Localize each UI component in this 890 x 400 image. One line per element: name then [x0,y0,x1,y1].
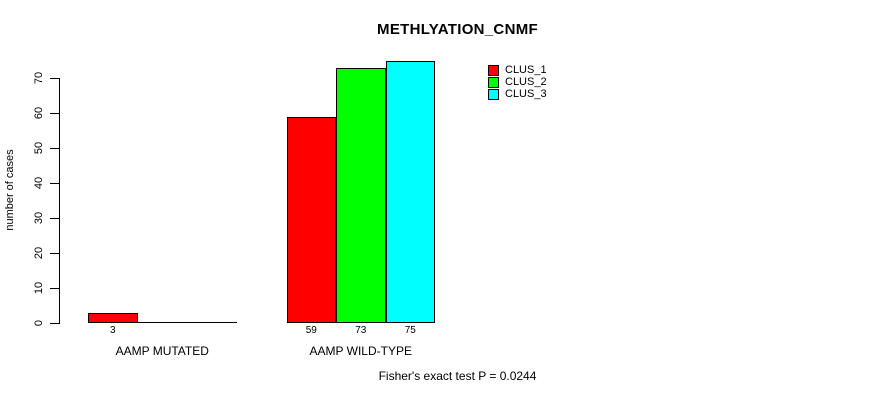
bar-clus_1 [88,312,138,323]
y-axis-tick-label: 40 [33,176,45,190]
group-label: AAMP MUTATED [115,344,209,358]
legend-label: CLUS_3 [505,88,547,100]
y-axis-tick [50,217,60,219]
fisher-test-annotation: Fisher's exact test P = 0.0244 [378,369,537,383]
zero-bar-line [187,322,237,323]
chart-title: METHLYATION_CNMF [377,21,538,38]
legend-item-clus_2: CLUS_2 [488,76,547,88]
bar-clus_3 [385,60,435,323]
y-axis-tick-label: 20 [33,246,45,260]
legend-swatch [488,88,499,100]
bar-clus_2 [336,67,386,323]
y-axis-line [59,78,60,323]
group-label: AAMP WILD-TYPE [309,344,412,358]
zero-bar-line [137,322,187,323]
y-axis-tick-label: 60 [33,106,45,120]
legend-swatch [488,76,499,88]
y-axis-tick [50,322,60,324]
y-axis-tick-label: 30 [33,211,45,225]
legend-item-clus_3: CLUS_3 [488,88,547,100]
y-axis-tick [50,287,60,289]
y-axis-tick-label: 10 [33,281,45,295]
y-axis-tick [50,77,60,79]
legend: CLUS_1 CLUS_2 CLUS_3 [488,64,547,100]
bar-clus_1 [286,116,336,323]
legend-swatch [488,64,499,76]
y-axis-tick [50,147,60,149]
bar-value-label: 59 [305,325,317,336]
bar-value-label: 3 [109,325,116,336]
bar-value-label: 75 [404,325,416,336]
y-axis-tick [50,182,60,184]
y-axis-tick [50,112,60,114]
legend-item-clus_1: CLUS_1 [488,64,547,76]
legend-label: CLUS_2 [505,76,547,88]
y-axis-tick-label: 0 [33,319,45,327]
y-axis-tick [50,252,60,254]
y-axis-tick-label: 70 [33,71,45,85]
y-axis-tick-label: 50 [33,141,45,155]
bar-value-label: 73 [355,325,367,336]
legend-label: CLUS_1 [505,64,547,76]
